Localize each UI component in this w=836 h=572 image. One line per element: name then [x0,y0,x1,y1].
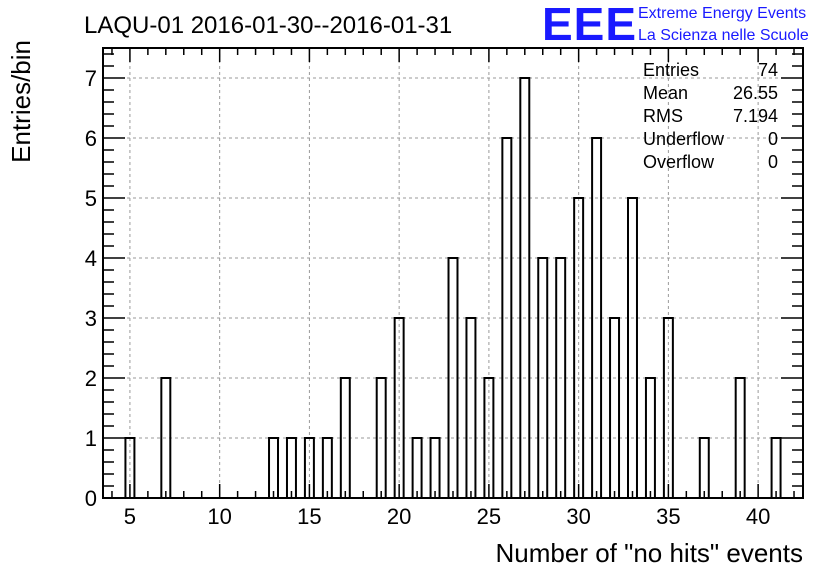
x-tick-label: 35 [656,504,680,529]
x-tick-label: 10 [207,504,231,529]
y-tick-label: 3 [85,306,97,331]
axes [102,47,804,499]
eee-logo-line1: Extreme Energy Events [638,5,806,22]
x-tick-label: 5 [124,504,136,529]
stat-value: 0 [768,152,778,172]
eee-logo: EEE Extreme Energy Events La Scienza nel… [542,0,809,50]
histogram-bar [465,317,477,499]
stat-value: 7.194 [733,106,778,126]
y-axis-label: Entries/bin [6,40,36,163]
y-tick-label: 5 [85,186,97,211]
stat-label: Entries [643,60,699,80]
histogram-bar [268,437,279,499]
histogram-bar [321,437,333,499]
histogram-bar [411,437,423,499]
eee-logo-line2: La Scienza nelle Scuole [638,27,809,44]
histogram-bar [429,437,441,499]
x-tick-label: 40 [746,504,770,529]
y-tick-label: 1 [85,426,97,451]
x-tick-label: 25 [477,504,501,529]
histogram-bar [770,437,782,499]
x-axis-label: Number of "no hits" events [496,538,804,568]
histogram-bar [627,197,638,499]
ticks: 5 10 15 20 25 30 35 40 0 1 2 3 4 5 6 7 [85,48,803,529]
plot-frame [102,47,804,499]
stat-label: Underflow [643,129,725,149]
x-tick-label: 15 [297,504,321,529]
stat-value: 0 [768,129,778,149]
x-tick-label: 20 [387,504,411,529]
grid [103,48,803,498]
eee-logo-text: EEE [542,0,637,50]
y-tick-label: 2 [85,366,97,391]
histogram-bar [609,317,621,499]
stats-box: Entries 74 Mean 26.55 RMS 7.194 Underflow 0 Over… [643,60,778,172]
stat-value: 26.55 [733,83,778,103]
x-tick-label: 30 [566,504,590,529]
y-tick-label: 0 [85,486,97,511]
stat-label: Mean [643,83,688,103]
stat-value: 74 [758,60,778,80]
histogram-bar [519,77,531,499]
stat-label: Overflow [643,152,715,172]
y-tick-label: 7 [85,66,97,91]
stat-label: RMS [643,106,683,126]
y-tick-label: 4 [85,246,97,271]
histogram-bar [285,437,297,499]
chart-title: LAQU-01 2016-01-30--2016-01-31 [84,12,452,39]
histogram-bar [698,437,710,499]
y-tick-label: 6 [85,126,97,151]
